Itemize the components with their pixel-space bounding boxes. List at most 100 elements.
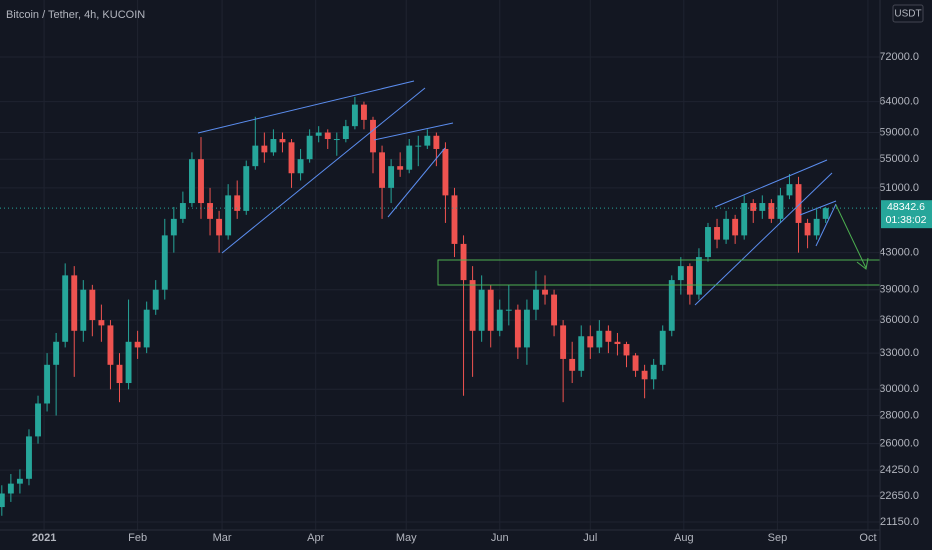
candle-body <box>26 436 32 479</box>
trend-line <box>799 200 837 216</box>
trend-line <box>373 122 454 141</box>
candle-body <box>768 203 775 219</box>
candle-body <box>143 309 150 348</box>
arrow-shaft <box>835 204 867 269</box>
candle-body <box>560 325 567 359</box>
overlay: 48342.601:38:02 <box>0 200 932 229</box>
candle-body <box>252 145 259 167</box>
candle-body <box>35 403 41 437</box>
candle-body <box>333 139 340 141</box>
candle-body <box>0 493 5 508</box>
candle-body <box>53 341 60 365</box>
candle-body <box>388 166 395 188</box>
candle-body <box>614 341 621 345</box>
candle-body <box>496 309 503 331</box>
y-tick-label: 22650.0 <box>879 490 919 502</box>
candle-body <box>605 330 612 342</box>
candle-body <box>297 159 304 174</box>
x-tick-label: Feb <box>128 532 147 544</box>
candle-body <box>261 145 268 153</box>
candle-body <box>243 166 250 211</box>
x-tick-label: Oct <box>859 532 876 544</box>
candle-body <box>415 145 422 147</box>
candle-body <box>750 203 757 211</box>
trend-line <box>221 87 426 254</box>
x-tick-label: Sep <box>768 532 788 544</box>
candle-body <box>44 364 51 404</box>
candle-body <box>686 266 693 295</box>
candle-body <box>315 132 322 136</box>
candle-body <box>125 341 132 384</box>
candle-body <box>813 218 820 236</box>
x-tick-label: Apr <box>307 532 324 544</box>
candle-body <box>433 135 440 149</box>
candle-body <box>107 325 114 365</box>
trend-line <box>387 147 446 218</box>
y-tick-label: 72000.0 <box>879 51 919 63</box>
drawings <box>197 80 881 306</box>
candle-body <box>505 309 512 311</box>
candle-body <box>370 119 376 153</box>
candle-body <box>361 104 367 120</box>
candle-body <box>134 341 141 348</box>
candle-body <box>741 203 748 236</box>
x-tick-label: Aug <box>674 532 694 544</box>
candle-body <box>116 364 123 384</box>
candle-body <box>732 218 739 236</box>
currency: USDT <box>894 9 921 20</box>
candle-body <box>659 330 666 365</box>
trend-line <box>815 203 837 247</box>
candle-body <box>777 195 784 219</box>
candle-body <box>469 280 476 331</box>
candle-body <box>170 218 177 236</box>
candle-body <box>161 235 168 290</box>
candle-body <box>62 275 69 342</box>
candle-body <box>216 218 223 236</box>
candle-body <box>695 257 702 295</box>
candle-body <box>152 289 159 310</box>
y-tick-label: 59000.0 <box>879 126 919 138</box>
x-tick-label: Jul <box>583 532 597 544</box>
candle-body <box>623 344 630 356</box>
candle-body <box>478 289 485 331</box>
candle-body <box>16 478 23 484</box>
candle-body <box>641 370 648 380</box>
candle-body <box>7 483 14 494</box>
candle-body <box>397 166 404 170</box>
candle-body <box>188 159 195 204</box>
candle-body <box>324 132 331 140</box>
y-tick-label: 33000.0 <box>879 347 919 359</box>
candle-body <box>759 203 766 211</box>
y-tick-label: 30000.0 <box>879 383 919 395</box>
y-tick-label: 24250.0 <box>879 464 919 476</box>
trend-line <box>197 80 415 134</box>
candle-body <box>306 135 313 160</box>
candle-body <box>207 203 213 219</box>
last-price-label: 48342.6 <box>887 201 925 213</box>
y-tick-label: 36000.0 <box>879 314 919 326</box>
y-tick-label: 64000.0 <box>879 96 919 108</box>
y-tick-label: 26000.0 <box>879 438 919 450</box>
candle-body <box>723 218 730 240</box>
candle-body <box>288 142 295 174</box>
y-tick-label: 28000.0 <box>879 409 919 421</box>
x-tick-label: May <box>396 532 417 544</box>
candle-body <box>270 139 277 153</box>
candle-body <box>406 145 413 170</box>
x-tick-label: Mar <box>213 532 232 544</box>
candle-body <box>677 266 684 281</box>
candle-body <box>225 195 232 236</box>
candle-body <box>98 320 105 326</box>
candle-body <box>705 227 711 258</box>
candle-body <box>668 280 675 331</box>
trend-line <box>694 172 833 306</box>
y-tick-label: 51000.0 <box>879 182 919 194</box>
candle-body <box>596 330 603 348</box>
candle-body <box>578 336 585 371</box>
candle-body <box>786 184 793 196</box>
last-price-box <box>881 200 932 229</box>
candle-body <box>279 139 286 143</box>
candle-body <box>542 289 548 295</box>
